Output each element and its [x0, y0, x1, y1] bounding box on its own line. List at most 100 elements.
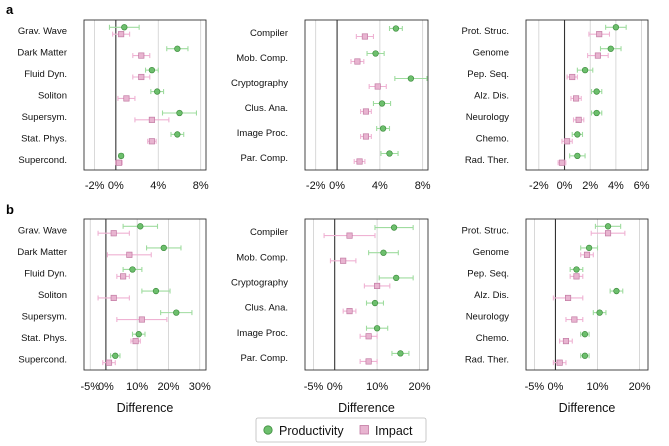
plot-5-group: -5% 0% 10% 20% Difference Prot. Struc. Genome P… — [461, 218, 651, 415]
plot-1-productivity-point — [392, 25, 400, 32]
plot-5-category-label: Neurology — [466, 312, 510, 323]
plot-4-group: -5% 0% 10% 20% Difference Compiler Mob. Comp. C… — [231, 218, 431, 415]
plot-2-productivity-point — [612, 24, 620, 31]
plot-3-productivity-point — [160, 244, 167, 252]
plot-1-category-label: Clus. Ana. — [245, 103, 288, 114]
plot-0-productivity-point — [121, 24, 128, 31]
legend-impact-label: Impact — [375, 424, 413, 438]
plot-4-impact-point — [346, 308, 353, 315]
plot-4-productivity-point — [371, 299, 379, 307]
plot-3-category-label: Supercond. — [18, 355, 67, 366]
plot-1-productivity-point — [372, 50, 379, 57]
plot-4-category-label: Par. Comp. — [240, 353, 288, 364]
plot-3-category-label: Stat. Phys. — [21, 333, 67, 344]
plot-1-group: -2% 0% 4% 8% Compiler Mob. Comp. Cryptography C… — [231, 19, 431, 192]
plot-4-category-label: Clus. Ana. — [245, 303, 288, 314]
plot-5-productivity-point — [613, 287, 620, 295]
plot-0-impact-point — [118, 31, 125, 38]
plot-4-tick-label: 10% — [366, 381, 388, 393]
plot-0-group: -2% 0% 4% 8% Grav. Wave Dark Matter Fluid Dyn.… — [17, 19, 209, 192]
plot-2-tick-label: 6% — [634, 180, 650, 192]
plot-2-category-label: Prot. Struc. — [461, 26, 509, 37]
plot-2-tick-label: 2% — [582, 180, 598, 192]
plot-3-productivity-point — [112, 352, 119, 359]
plot-2-impact-point — [575, 116, 582, 123]
plot-0-frame — [83, 19, 207, 171]
plot-2-category-label: Chemo. — [476, 133, 509, 144]
plot-2-impact-point — [594, 52, 601, 59]
plot-2-productivity-point — [607, 45, 614, 52]
plot-3-impact-point — [120, 273, 127, 280]
plot-3-tick-label: 20% — [157, 381, 179, 393]
plot-0-category-label: Dark Matter — [17, 48, 67, 59]
plot-5-category-label: Alz. Dis. — [474, 290, 509, 301]
plot-3-xlabel: Difference — [117, 401, 174, 415]
plot-0-category-label: Grav. Wave — [18, 26, 67, 37]
plot-0-productivity-point — [176, 109, 183, 117]
plot-3-category-label: Supersym. — [22, 312, 67, 323]
plot-2-impact-point — [569, 73, 576, 81]
plot-5-tick-label: -5% — [525, 381, 545, 393]
plot-3-category-label: Dark Matter — [17, 247, 67, 258]
plot-2-impact-point — [564, 138, 571, 145]
plot-0-impact-point — [138, 73, 145, 81]
plot-3-productivity-point — [137, 223, 144, 230]
plot-0-category-label: Fluid Dyn. — [24, 69, 67, 80]
plot-5-category-label: Chemo. — [476, 333, 509, 344]
plot-0-productivity-point — [174, 45, 181, 52]
plot-4-category-label: Image Proc. — [237, 328, 288, 339]
legend-productivity-label: Productivity — [279, 424, 344, 438]
plot-0-category-label: Soliton — [38, 91, 67, 102]
plot-5-category-label: Prot. Struc. — [461, 225, 509, 236]
plot-5-category-label: Pep. Seq. — [467, 268, 509, 279]
plot-5-tick-label: 0% — [547, 381, 563, 393]
plot-5-tick-label: 10% — [587, 381, 609, 393]
plot-0-tick-label: 0% — [108, 180, 124, 192]
plot-4-impact-point — [374, 282, 381, 289]
plot-5-impact-point — [583, 251, 591, 258]
legend-productivity-marker — [263, 425, 273, 435]
plot-0-tick-label: -2% — [85, 180, 105, 192]
plot-4-impact-point — [365, 333, 372, 340]
plot-3-productivity-point — [152, 287, 160, 295]
plot-5-productivity-point — [581, 352, 589, 359]
plot-4-category-label: Mob. Comp. — [236, 252, 288, 263]
plot-2-category-label: Rad. Ther. — [465, 155, 509, 166]
plot-4-tick-label: 20% — [409, 381, 431, 393]
plot-4-impact-point — [340, 257, 347, 264]
plot-1-tick-label: 0% — [329, 180, 345, 192]
plot-3-impact-point — [110, 294, 117, 302]
plot-3-tick-label: 0% — [98, 381, 114, 393]
plot-5-category-label: Rad. Ther. — [465, 355, 509, 366]
plot-5-impact-point — [556, 359, 563, 366]
plot-1-tick-label: 8% — [415, 180, 431, 192]
plot-4-category-label: Cryptography — [231, 277, 288, 288]
plot-4-tick-label: 0% — [327, 381, 343, 393]
plot-1-impact-point — [361, 33, 368, 40]
plot-2-tick-label: 4% — [608, 180, 624, 192]
plot-0-tick-label: 8% — [193, 180, 209, 192]
plot-5-impact-point — [562, 338, 570, 345]
plot-0-impact-point — [148, 116, 155, 123]
plot-4-productivity-point — [397, 350, 404, 357]
plot-0-productivity-point — [117, 152, 125, 160]
plot-1-category-label: Image Proc. — [237, 128, 288, 139]
plot-2-impact-point — [573, 95, 580, 102]
plot-3-impact-point — [110, 230, 117, 237]
plot-5-xlabel: Difference — [559, 401, 616, 415]
plot-1-category-label: Cryptography — [231, 78, 288, 89]
plot-2-productivity-point — [593, 109, 600, 117]
plot-4-impact-point — [346, 232, 353, 239]
plot-0-impact-point — [138, 52, 145, 59]
plot-3-category-label: Grav. Wave — [18, 225, 67, 236]
plot-0-category-label: Supercond. — [18, 155, 67, 166]
plot-1-impact-point — [374, 83, 381, 90]
plot-3-impact-point — [138, 316, 145, 323]
panel-letter-b: b — [6, 202, 14, 217]
plot-1-productivity-point — [386, 150, 393, 157]
plot-4-category-label: Compiler — [250, 227, 288, 238]
plot-5-productivity-point — [573, 266, 580, 273]
plot-0-category-label: Stat. Phys. — [21, 133, 67, 144]
